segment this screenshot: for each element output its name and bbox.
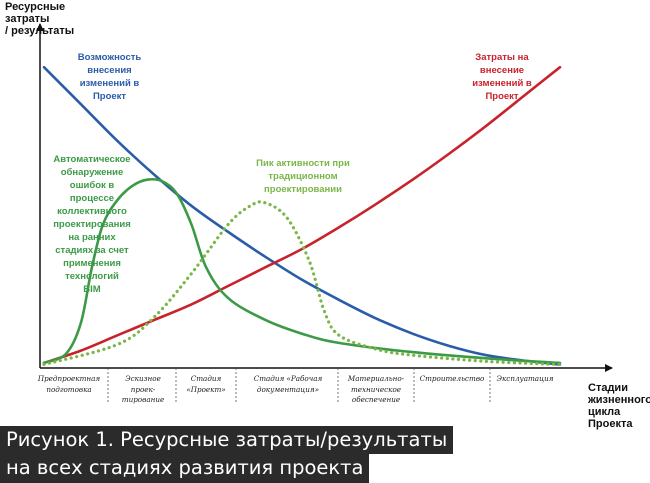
annotation-change-cost: Затраты на внесение изменений в Проект	[472, 52, 532, 102]
annotation-bim-detection: Автоматическое обнаружение ошибок в проц…	[53, 154, 131, 295]
y-axis-title: Ресурсные затраты / результаты	[5, 1, 75, 37]
series-line-change-possibility	[42, 65, 562, 366]
caption-line-1: Рисунок 1. Ресурсные затраты/результаты	[0, 426, 454, 454]
stage-label-construction: Строительство	[419, 374, 485, 383]
stage-label-sketch: Эскизное проек- тирование	[121, 374, 165, 404]
series-line-traditional-activity	[42, 200, 562, 367]
x-axis-title: Стадии жизненного цикла Проекта	[588, 382, 650, 430]
series-line-bim-detection	[42, 177, 562, 365]
caption-line-2: на всех стадиях развития проекта	[0, 454, 370, 483]
stage-label-logistics: Материально- техническое обеспечение	[347, 374, 405, 404]
series-line-change-cost	[42, 65, 562, 365]
stage-label-project: Стадия «Проект»	[186, 374, 226, 394]
annotation-traditional-peak: Пик активности при традиционном проектир…	[256, 158, 350, 195]
stage-label-operation: Эксплуатация	[496, 374, 554, 383]
stage-label-working-docs: Стадия «Рабочая документация»	[253, 374, 323, 394]
annotation-change-possibility: Возможность внесения изменений в Проект	[77, 52, 142, 102]
series-layer	[42, 65, 562, 367]
stage-label-preproject: Предпроектная подготовка	[37, 374, 101, 394]
stage-separators	[107, 368, 491, 404]
figure-caption: Рисунок 1. Ресурсные затраты/результаты …	[0, 426, 454, 483]
